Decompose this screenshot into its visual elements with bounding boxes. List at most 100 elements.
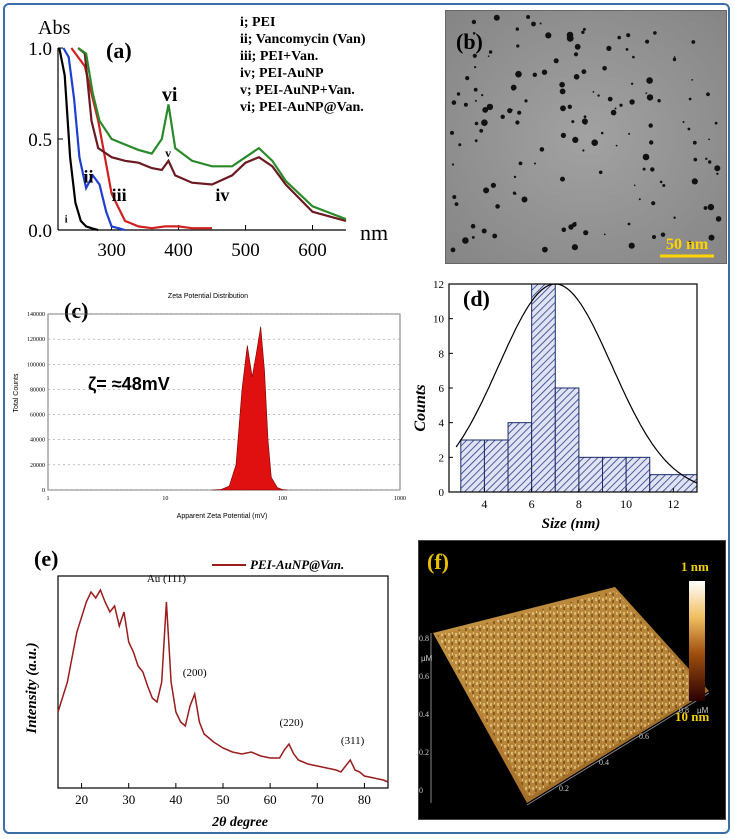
- histogram-bar: [531, 283, 556, 493]
- curve-i: [58, 47, 99, 232]
- nanoparticle: [560, 176, 565, 182]
- x-tick-label: 70: [311, 792, 324, 807]
- afm-unit-right: µM: [697, 706, 709, 715]
- histogram-bar: [554, 387, 580, 493]
- nanoparticle: [479, 128, 484, 133]
- nanoparticle: [515, 120, 520, 125]
- afm-tick-label: 0: [419, 786, 423, 795]
- y-tick-label: 140000: [27, 312, 45, 318]
- panel-label: (e): [34, 546, 58, 571]
- nanoparticle: [474, 139, 478, 143]
- nanoparticle: [691, 79, 694, 81]
- curve-label-v: v: [165, 146, 171, 160]
- nanoparticle: [566, 31, 574, 39]
- nanoparticle: [603, 233, 606, 236]
- chart-title: Zeta Potential Distribution: [168, 293, 248, 300]
- nanoparticle: [487, 55, 490, 57]
- nanoparticle: [659, 180, 663, 184]
- nanoparticle: [573, 52, 579, 57]
- curve-iii: [70, 47, 212, 230]
- legend-entry: iii; PEI+Van.: [240, 49, 318, 64]
- legend-entry: v; PEI-AuNP+Van.: [240, 83, 355, 98]
- nanoparticle: [673, 56, 676, 58]
- nanoparticle: [707, 203, 715, 211]
- x-tick-label: 20: [75, 792, 88, 807]
- nanoparticle: [482, 107, 489, 113]
- nanoparticle: [581, 30, 585, 34]
- nanoparticle: [714, 165, 721, 172]
- y-tick-label: 80000: [30, 387, 45, 393]
- nanoparticle: [526, 15, 531, 19]
- x-tick-label: 50: [217, 792, 230, 807]
- nanoparticle: [571, 244, 578, 251]
- afm-surface-texture: [437, 591, 705, 797]
- nanoparticle: [490, 182, 496, 188]
- nanoparticle: [517, 110, 522, 115]
- nanoparticle: [673, 216, 676, 219]
- nanoparticle: [471, 19, 477, 25]
- nanoparticle: [500, 114, 505, 120]
- x-tick-label: 10: [162, 496, 168, 502]
- x-axis-label: nm: [360, 220, 388, 245]
- nanoparticle: [598, 170, 603, 175]
- nanoparticle: [682, 121, 685, 123]
- peak-label: (200): [183, 667, 207, 679]
- nanoparticle: [462, 237, 469, 244]
- x-tick-label: 8: [576, 497, 582, 511]
- nanoparticle: [708, 138, 710, 141]
- y-tick-label: 2: [439, 452, 445, 464]
- nanoparticle: [619, 103, 623, 107]
- nanoparticle: [693, 157, 698, 162]
- nanoparticle: [452, 195, 457, 199]
- panel-e-xrd: (e) 20 30 40 50 60 70 80 PEI-AuNP@Van. Au (111…: [24, 546, 389, 830]
- curve-ii: [62, 47, 126, 232]
- y-axis-label: Total Counts: [13, 373, 20, 412]
- nanoparticle: [573, 74, 580, 80]
- nanoparticle: [632, 55, 635, 59]
- nanoparticle: [708, 234, 715, 241]
- nanoparticle: [539, 147, 545, 152]
- nanoparticle: [553, 58, 559, 64]
- x-tick-label: 30: [122, 792, 135, 807]
- x-tick-label: 60: [264, 792, 277, 807]
- scale-bar-label: 50 nm: [666, 236, 709, 253]
- nanoparticle: [521, 196, 528, 203]
- y-tick-label: 1.0: [28, 39, 52, 60]
- nanoparticle: [628, 242, 635, 249]
- figure-frame: [3, 3, 730, 834]
- x-tick-label: 40: [169, 792, 182, 807]
- x-tick-label: 400: [164, 240, 193, 261]
- x-tick-label: 600: [298, 240, 327, 261]
- legend-entry: iv; PEI-AuNP: [240, 66, 324, 81]
- nanoparticle: [474, 66, 477, 69]
- zeta-distribution: [211, 326, 288, 491]
- nanoparticle: [662, 184, 666, 187]
- nanoparticle: [511, 87, 516, 91]
- y-axis-label: Intensity (a.u.): [24, 642, 40, 734]
- nanoparticle: [582, 149, 585, 152]
- x-tick-label: 1: [47, 496, 50, 502]
- nanoparticle: [591, 139, 598, 146]
- afm-axis-bottom: [526, 692, 710, 806]
- colorbar-top-label: 1 nm: [681, 559, 709, 574]
- x-tick-label: 4: [481, 497, 487, 511]
- x-axis-label: Size (nm): [542, 516, 601, 532]
- afm-tick-label: 0.4: [419, 710, 429, 719]
- nanoparticle: [687, 240, 692, 245]
- nanoparticle: [597, 94, 600, 97]
- nanoparticle: [625, 48, 629, 51]
- nanoparticle: [582, 27, 586, 31]
- nanoparticle: [691, 40, 696, 44]
- nanoparticle: [571, 120, 575, 124]
- nanoparticle: [630, 82, 634, 86]
- nanoparticle: [450, 130, 454, 135]
- nanoparticle: [473, 87, 478, 92]
- y-tick-label: 0.0: [28, 221, 52, 242]
- peak-label: Au (111): [147, 573, 187, 585]
- nanoparticle: [483, 187, 490, 194]
- nanoparticle: [650, 167, 655, 172]
- nanoparticle: [507, 108, 513, 114]
- panel-c-zeta: Zeta Potential Distribution (c) 0 20000 40…: [13, 293, 406, 520]
- x-tick-label: 100: [278, 496, 287, 502]
- nanoparticle: [512, 191, 516, 195]
